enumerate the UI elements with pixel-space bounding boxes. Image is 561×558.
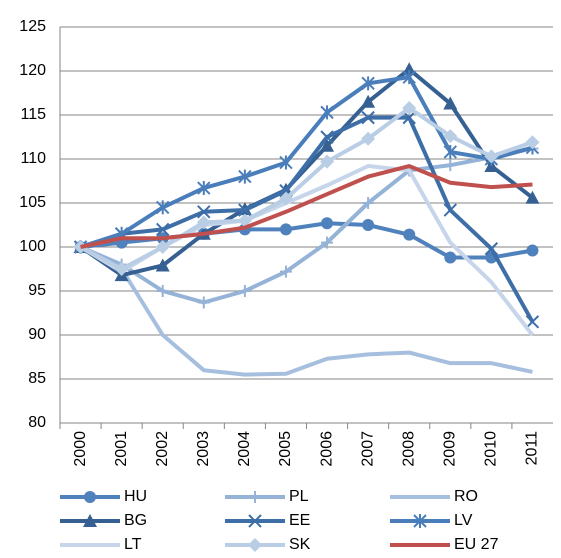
marker [156, 285, 169, 297]
x-tick-label: 2005 [277, 431, 294, 467]
line [80, 164, 533, 249]
y-tick-label: 110 [20, 150, 46, 167]
marker [238, 285, 251, 297]
marker [320, 154, 335, 169]
marker [444, 251, 457, 264]
x-tick-label: 2000 [72, 431, 89, 467]
marker [248, 538, 262, 552]
marker [155, 240, 170, 254]
marker [155, 258, 170, 272]
marker [402, 62, 417, 76]
marker [320, 105, 334, 120]
line [79, 245, 533, 377]
marker [279, 265, 292, 278]
marker [156, 222, 170, 237]
marker [321, 236, 334, 249]
marker [83, 514, 97, 527]
marker [443, 144, 457, 159]
legend-label: PL [289, 488, 309, 505]
x-tick-label: 2009 [442, 431, 459, 467]
marker [320, 130, 334, 144]
y-tick-label: 100 [19, 238, 46, 255]
marker [525, 190, 540, 204]
x-tick-label: 2007 [359, 431, 376, 467]
marker [197, 181, 211, 196]
marker [321, 217, 334, 230]
y-tick-label: 125 [19, 18, 46, 35]
marker [238, 169, 252, 184]
y-tick-label: 115 [20, 106, 46, 123]
marker [484, 242, 499, 256]
legend-label: HU [124, 488, 147, 505]
marker [443, 129, 458, 144]
marker [84, 491, 96, 503]
line [79, 105, 534, 271]
marker [114, 262, 129, 276]
y-tick-label: 80 [28, 414, 46, 431]
marker [443, 96, 458, 110]
marker [320, 138, 335, 152]
marker [525, 315, 540, 329]
marker [237, 213, 252, 228]
marker [248, 514, 262, 528]
marker [156, 200, 170, 215]
legend-label: LT [124, 536, 142, 553]
marker [362, 219, 375, 231]
legend-label: BG [124, 512, 147, 529]
x-tick-label: 2011 [524, 431, 541, 466]
y-tick-label: 90 [28, 326, 46, 343]
legend-label: EE [289, 512, 310, 529]
marker [443, 203, 457, 217]
legend-label: SK [289, 536, 311, 553]
marker [526, 244, 539, 257]
marker [197, 205, 211, 219]
line [79, 75, 533, 249]
marker [197, 296, 210, 309]
line [79, 67, 534, 278]
marker [196, 215, 211, 230]
marker [361, 94, 376, 108]
marker [361, 76, 375, 91]
marker [402, 110, 416, 125]
y-tick-label: 95 [28, 282, 46, 299]
marker [249, 491, 261, 503]
marker [484, 149, 499, 164]
x-tick-label: 2006 [318, 431, 335, 467]
legend-label: RO [454, 488, 478, 505]
x-tick-label: 2008 [400, 431, 417, 467]
marker [238, 203, 252, 217]
marker [361, 110, 375, 125]
legend-label: EU 27 [454, 536, 499, 553]
x-tick-label: 2004 [236, 431, 253, 467]
y-tick-label: 105 [19, 194, 46, 211]
line [79, 146, 533, 305]
legend-label: LV [454, 512, 473, 529]
y-tick-label: 85 [28, 370, 46, 387]
marker [525, 135, 540, 150]
marker [413, 514, 427, 528]
line [79, 115, 535, 323]
marker [444, 159, 457, 172]
marker [361, 131, 376, 146]
line [80, 221, 533, 260]
marker [362, 197, 375, 209]
marker [278, 191, 293, 206]
x-tick-label: 2003 [195, 431, 212, 467]
marker [279, 223, 292, 236]
marker [402, 100, 417, 115]
x-tick-label: 2001 [113, 431, 130, 467]
y-tick-label: 120 [19, 62, 46, 79]
x-tick-label: 2002 [154, 431, 171, 467]
marker [279, 155, 293, 170]
marker [403, 228, 416, 241]
marker [402, 70, 416, 85]
x-tick-label: 2010 [483, 431, 500, 467]
